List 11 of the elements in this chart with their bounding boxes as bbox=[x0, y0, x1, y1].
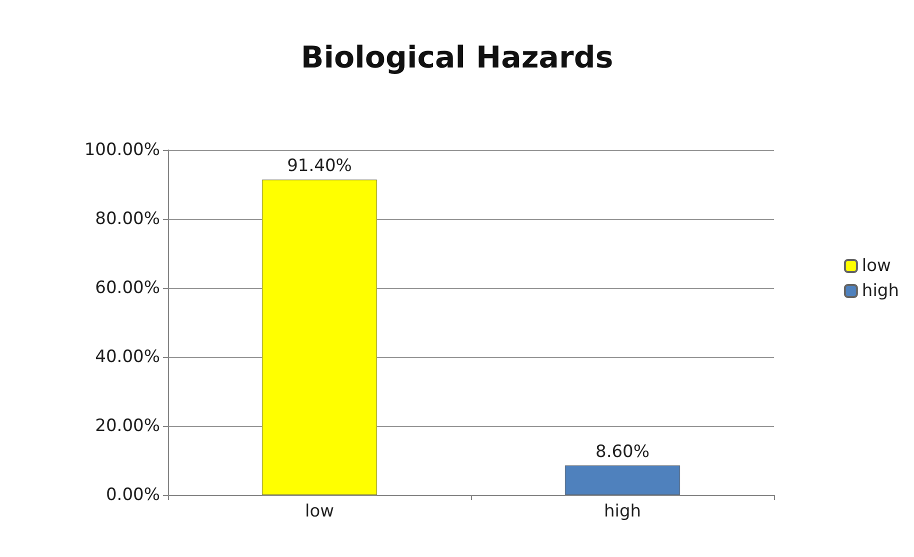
y-tick-label: 60.00% bbox=[95, 278, 160, 298]
y-tick-label: 0.00% bbox=[106, 485, 160, 505]
chart-title: Biological Hazards bbox=[300, 40, 614, 76]
legend-label: high bbox=[862, 281, 900, 301]
data-label: 91.40% bbox=[287, 156, 352, 176]
legend-label: low bbox=[862, 256, 892, 276]
y-tick-label: 80.00% bbox=[95, 209, 160, 229]
data-label: 8.60% bbox=[595, 442, 650, 462]
y-tick-label: 20.00% bbox=[95, 416, 160, 436]
y-tick-label: 100.00% bbox=[84, 140, 160, 160]
y-tick-label: 40.00% bbox=[95, 347, 160, 367]
